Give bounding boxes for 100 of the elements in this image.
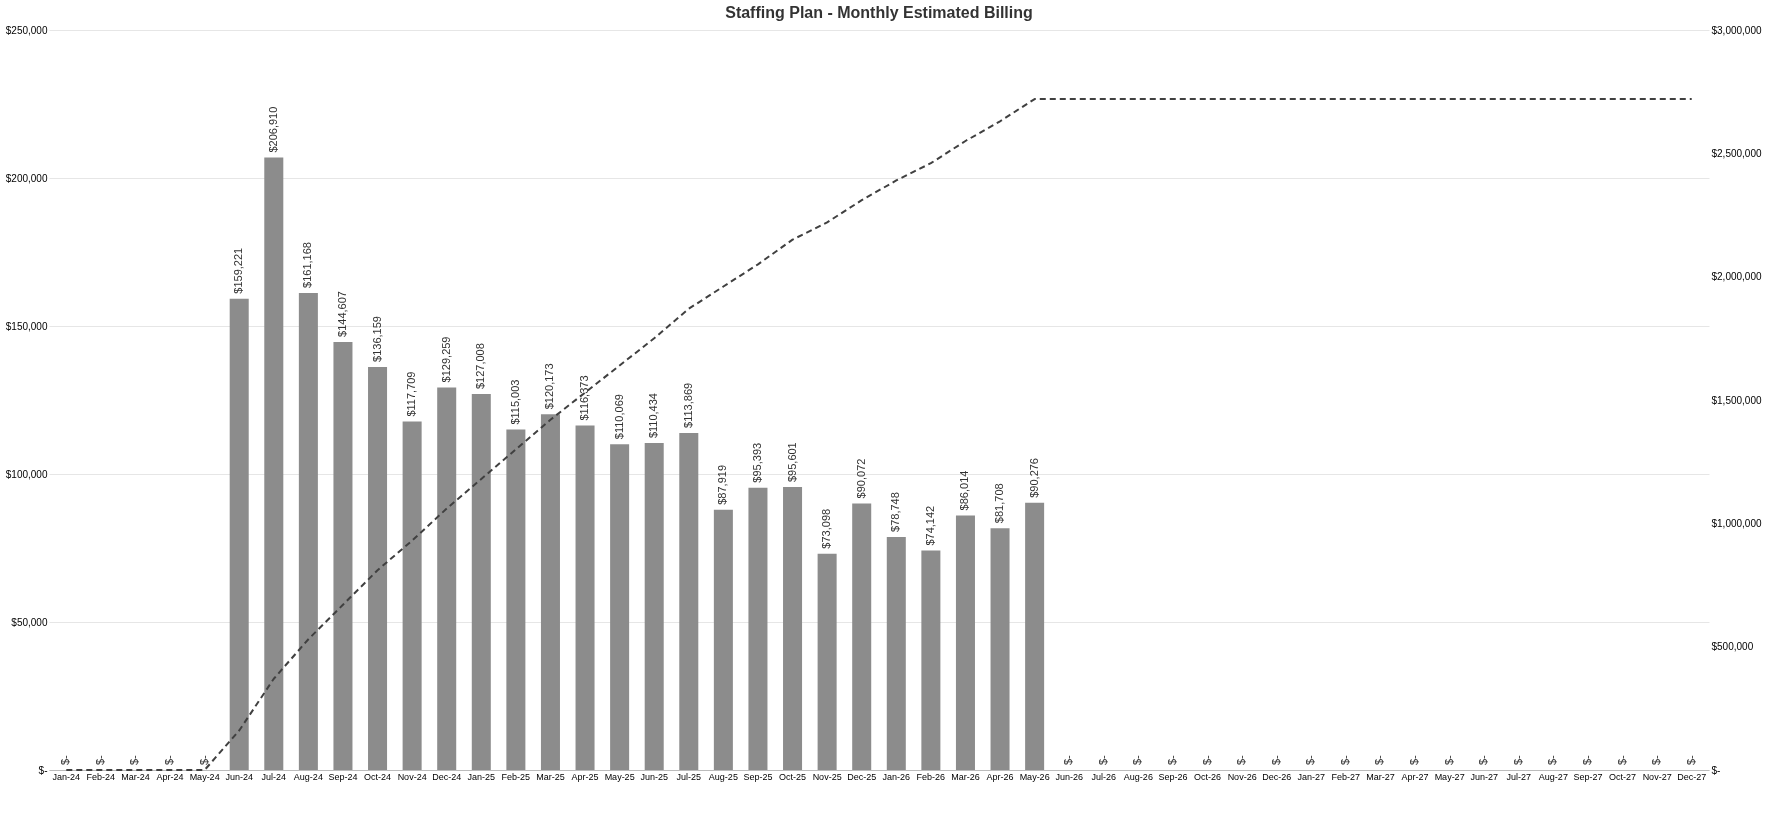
x-tick-label: Sep-27 [1573, 771, 1603, 782]
bar [229, 298, 249, 770]
x-tick-label: Sep-24 [328, 771, 358, 782]
y-tick-label: $250,000 [5, 24, 48, 36]
bar [1025, 502, 1045, 770]
bar [540, 414, 560, 770]
x-tick-label: Sep-25 [743, 771, 773, 782]
bar [506, 429, 526, 770]
data-label: $- [128, 754, 141, 765]
data-label: $74,142 [923, 505, 936, 546]
x-tick-label: Jul-25 [676, 771, 702, 782]
data-label: $144,607 [335, 291, 348, 337]
x-tick-label: Jun-27 [1470, 771, 1498, 782]
x-tick-label: Dec-26 [1262, 771, 1292, 782]
x-tick-label: Dec-24 [432, 771, 462, 782]
data-label: $129,259 [439, 336, 452, 383]
x-tick-label: Jan-26 [882, 771, 911, 782]
data-label: $110,434 [647, 393, 660, 439]
y2-tick-label: $2,000,000 [1711, 271, 1762, 283]
data-label: $86,014 [958, 470, 971, 511]
data-label: $- [1062, 754, 1075, 765]
data-label: $- [1442, 754, 1455, 765]
x-tick-label: May-26 [1019, 771, 1050, 782]
x-tick-label: Mar-27 [1366, 771, 1395, 782]
x-tick-label: Sep-26 [1158, 771, 1188, 782]
bar [990, 528, 1010, 770]
data-label: $113,869 [681, 382, 694, 428]
data-label: $- [59, 754, 72, 765]
x-tick-label: Aug-26 [1123, 771, 1153, 782]
data-label: $- [93, 754, 106, 765]
x-tick-label: Jul-24 [261, 771, 287, 782]
bar [852, 503, 872, 770]
data-label: $- [1096, 754, 1109, 765]
x-tick-label: Apr-25 [571, 771, 599, 782]
data-label: $- [1235, 754, 1248, 765]
x-tick-label: Mar-25 [536, 771, 565, 782]
data-label: $- [1511, 754, 1524, 765]
data-label: $- [1546, 754, 1559, 765]
x-tick-label: Aug-24 [293, 771, 323, 782]
data-label: $- [1580, 754, 1593, 765]
x-tick-label: Mar-26 [951, 771, 980, 782]
bar [298, 292, 318, 770]
bar [679, 432, 699, 770]
y2-tick-label: $2,500,000 [1711, 147, 1762, 159]
x-tick-label: May-24 [189, 771, 220, 782]
x-tick-label: Jan-25 [467, 771, 496, 782]
bar [264, 157, 284, 770]
y2-tick-label: $1,000,000 [1711, 517, 1762, 529]
bar [402, 421, 422, 770]
data-label: $110,069 [612, 394, 625, 440]
data-label: $- [163, 754, 176, 765]
y-tick-label: $- [38, 764, 48, 776]
data-label: $- [1304, 754, 1317, 765]
bar [333, 341, 353, 770]
x-tick-label: Nov-26 [1227, 771, 1257, 782]
x-tick-label: Oct-26 [1194, 771, 1222, 782]
bar [886, 536, 906, 770]
data-label: $115,003 [508, 379, 521, 425]
x-tick-label: Aug-25 [708, 771, 738, 782]
data-label: $127,008 [474, 343, 487, 390]
data-label: $- [1477, 754, 1490, 765]
x-tick-label: May-27 [1434, 771, 1465, 782]
x-tick-label: Jan-24 [52, 771, 81, 782]
x-tick-label: Oct-27 [1609, 771, 1637, 782]
x-tick-label: Dec-27 [1677, 771, 1707, 782]
bar [817, 553, 837, 770]
x-tick-label: Apr-27 [1401, 771, 1429, 782]
data-label: $- [1684, 754, 1697, 765]
x-tick-label: Nov-27 [1642, 771, 1672, 782]
data-label: $116,373 [578, 375, 591, 421]
x-tick-label: Feb-24 [86, 771, 116, 782]
data-label: $136,159 [370, 316, 383, 362]
x-tick-label: Feb-26 [916, 771, 946, 782]
data-label: $90,072 [854, 458, 867, 499]
data-label: $- [1200, 754, 1213, 765]
chart-title: Staffing Plan - Monthly Estimated Billing [725, 4, 1033, 21]
data-label: $- [1338, 754, 1351, 765]
data-label: $78,748 [889, 492, 902, 532]
data-label: $- [1408, 754, 1421, 765]
x-tick-label: Oct-25 [779, 771, 807, 782]
bar [783, 487, 803, 770]
data-label: $95,393 [750, 442, 763, 483]
x-tick-label: Jun-26 [1055, 771, 1083, 782]
data-label: $- [1615, 754, 1628, 765]
data-label: $- [1269, 754, 1282, 765]
x-tick-label: Feb-25 [501, 771, 531, 782]
x-tick-label: Nov-25 [812, 771, 842, 782]
data-label: $159,221 [232, 247, 245, 294]
bar [437, 387, 457, 770]
data-label: $95,601 [785, 442, 798, 483]
data-label: $87,919 [716, 464, 729, 505]
data-label: $120,173 [543, 363, 556, 410]
data-label: $- [1373, 754, 1386, 765]
x-tick-label: Dec-25 [847, 771, 877, 782]
x-tick-label: Nov-24 [397, 771, 427, 782]
bar [748, 487, 768, 770]
y-tick-label: $200,000 [5, 172, 48, 184]
data-label: $90,276 [1027, 458, 1040, 498]
bar [644, 443, 664, 770]
data-label: $161,168 [301, 242, 314, 288]
